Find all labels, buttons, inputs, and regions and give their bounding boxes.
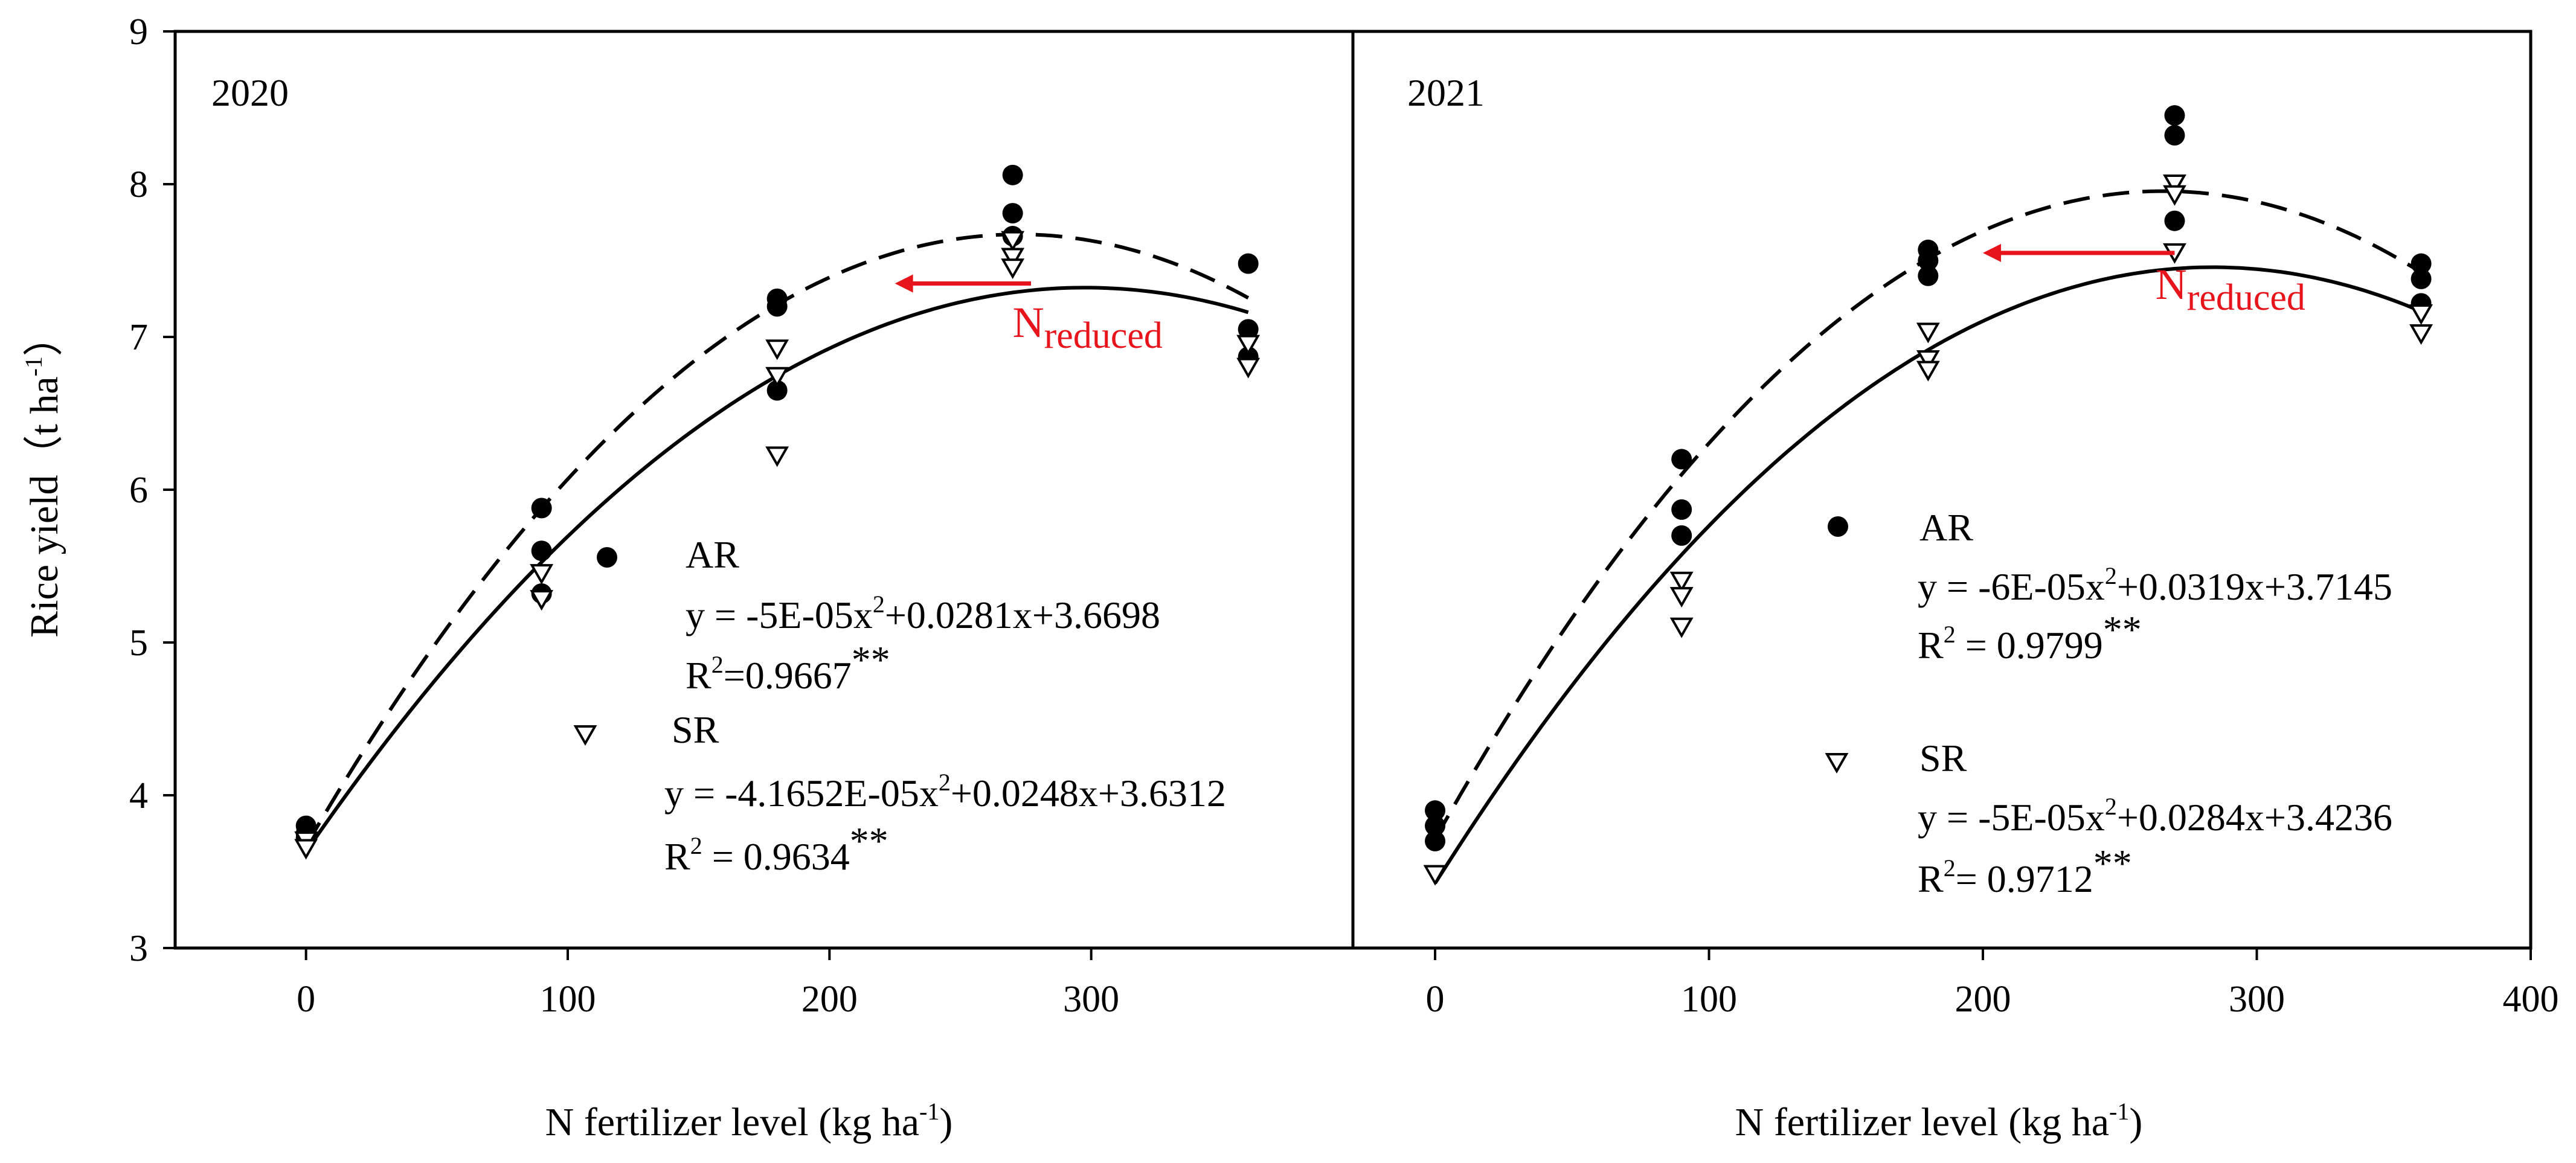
ar-data-point [2411,268,2432,289]
y-tick-label: 4 [129,775,148,816]
ar-data-point [766,296,788,317]
x-axis-title-2021: N fertilizer level (kg ha-1) [1735,1098,2143,1144]
ar-data-point [1425,815,1446,836]
ar-data-point [1918,265,1939,286]
y-tick-label: 5 [129,623,148,664]
ar-data-point [1425,830,1446,851]
legend-sr-r2: R2= 0.9712** [1918,842,2132,900]
panel-2020: 0 100 200 300 3 4 5 6 7 8 9 2020 Nreduced AR y = -… [129,11,1355,1020]
legend-sr-r2: R2 = 0.9634** [664,819,888,878]
ar-data-point [1671,525,1692,546]
sr-data-point [1236,357,1261,379]
sr-fit-curve [1433,265,2422,885]
ar-data-point [2164,210,2185,231]
ar-data-point [1238,253,1259,274]
y-tick-label: 6 [129,470,148,511]
legend-sr-label: SR [672,708,719,751]
panel-frame [1351,30,2533,950]
ar-data-point [531,540,552,562]
x-tick-label: 0 [1426,979,1445,1020]
x-tick-label: 300 [2229,979,2285,1020]
ar-data-point [1425,800,1446,821]
n-reduced-arrow-head [895,274,913,293]
n-reduced-label-main: N [2156,260,2187,309]
panel-year-label: 2020 [211,71,289,114]
x-tick-label: 0 [297,979,315,1020]
sr-data-point [1916,350,1940,371]
sr-data-point [1001,248,1025,269]
ar-data-point [2164,125,2185,146]
sr-data-point [1669,571,1694,592]
ar-data-point [2411,253,2432,274]
sr-data-point [530,590,554,611]
legend-ar-r2: R2 = 0.9799** [1918,608,2142,667]
sr-data-point [1236,335,1261,356]
legend-ar-equation: y = -5E-05x2+0.0281x+3.6698 [686,591,1160,636]
sr-data-point [1916,322,1940,344]
legend-sr-marker [573,725,597,746]
ar-data-point [1238,319,1259,340]
ar-data-point [1671,499,1692,520]
legend-sr-marker [1825,753,1849,774]
y-tick-label: 8 [129,164,148,205]
n-reduced-label: Nreduced [1013,298,1163,356]
sr-data-point [294,839,318,860]
ar-data-point [1002,164,1023,185]
sr-data-point [1001,258,1025,280]
legend-sr-label: SR [1919,737,1967,780]
x-tick-label: 400 [2503,979,2559,1020]
legend-ar-marker [1828,516,1848,537]
sr-data-point [530,564,554,585]
y-tick-label: 3 [129,928,148,969]
legend-sr-equation: y = -5E-05x2+0.0284x+3.4236 [1918,793,2392,839]
n-reduced-arrow-head [1983,243,2002,262]
legend: AR y = -5E-05x2+0.0281x+3.6698 R2=0.9667… [573,533,1226,878]
sr-data-point [1916,360,1940,382]
legend-ar-marker [597,547,617,568]
n-reduced-label-main: N [1013,298,1044,347]
ar-data-point [766,380,788,401]
x-tick-label: 300 [1063,979,1119,1020]
legend-sr-equation: y = -4.1652E-05x2+0.0248x+3.6312 [664,769,1226,815]
ar-data-point [1002,203,1023,224]
x-tick-label: 100 [1681,979,1737,1020]
y-tick-label: 7 [129,317,148,358]
sr-data-point [1669,617,1694,638]
sr-data-point [765,446,789,467]
x-tick-label: 200 [801,979,858,1020]
legend-ar-label: AR [1919,506,1973,549]
n-reduced-label: Nreduced [2156,260,2305,318]
legend: AR y = -6E-05x2+0.0319x+3.7145 R2 = 0.97… [1825,506,2392,900]
legend-ar-r2: R2=0.9667** [686,638,890,697]
ar-data-point [1918,250,1939,271]
y-tick-label: 9 [129,11,148,53]
n-reduced-label-sub: reduced [2187,277,2305,318]
sr-data-point [2409,324,2433,345]
sr-data-point [1001,231,1025,252]
ar-data-point [531,498,552,519]
x-tick-label: 100 [540,979,596,1020]
ar-data-point [2164,105,2185,126]
ar-data-point [1671,449,1692,470]
panel-year-label: 2021 [1407,71,1485,114]
sr-data-point [2409,304,2433,325]
sr-data-point [765,339,789,360]
x-tick-label: 200 [1955,979,2011,1020]
n-reduced-label-sub: reduced [1044,315,1163,356]
legend-ar-label: AR [686,533,739,576]
x-axis-title-2020: N fertilizer level (kg ha-1) [545,1098,953,1144]
sr-data-point [1669,587,1694,608]
sr-data-point [1423,865,1447,886]
y-axis-title: Rice yield（t ha-1） [20,316,66,638]
panel-2021: 0 100 200 300 400 2021 Nreduced AR y = -6E-0… [1351,30,2559,1020]
legend-ar-equation: y = -6E-05x2+0.0319x+3.7145 [1918,562,2392,608]
sr-data-point [2163,175,2186,196]
sr-data-point [2163,185,2186,206]
sr-data-point [765,367,789,388]
